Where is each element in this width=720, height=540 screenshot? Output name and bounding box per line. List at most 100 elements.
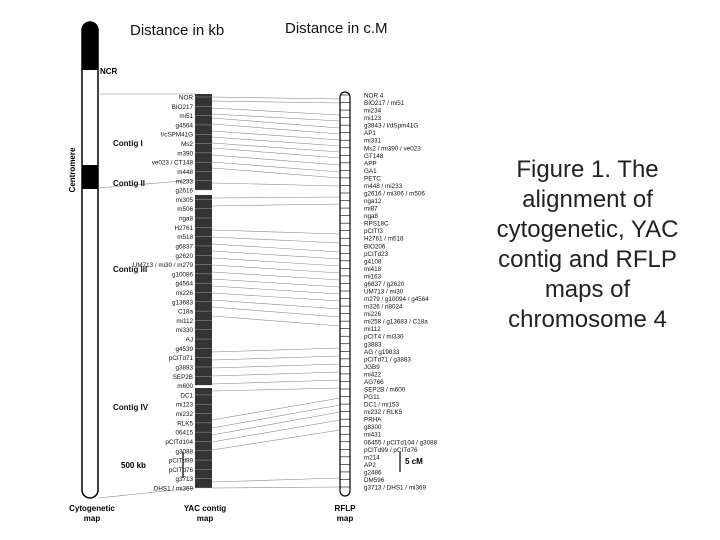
rflp-marker-label: Ms2 / mi390 / ve023 <box>364 145 421 152</box>
yac-marker-label: g10086 <box>172 271 194 278</box>
rflp-marker-label: BIO217 / mi51 <box>364 100 405 107</box>
alignment-line <box>211 257 341 267</box>
alignment-line <box>211 154 341 166</box>
yac-marker-label: mi305 <box>176 197 194 204</box>
alignment-line <box>211 264 341 274</box>
alignment-line <box>211 299 341 310</box>
centromere-label: Centromere <box>68 147 77 192</box>
rflp-marker-label: AP1 <box>364 130 376 137</box>
alignment-line <box>211 147 341 159</box>
yac-marker-label: m390 <box>177 150 193 157</box>
alignment-line <box>211 243 341 253</box>
rflp-marker-label: JGB9 <box>364 364 380 371</box>
rflp-marker-label: nga12 <box>364 198 382 205</box>
yac-marker-label: g4564 <box>175 281 193 288</box>
alignment-line <box>211 278 341 288</box>
rflp-marker-label: mi112 <box>364 326 381 333</box>
rflp-marker-label: mi418 <box>364 266 382 273</box>
alignment-line <box>211 379 341 385</box>
rflp-marker-label: NOR 4 <box>364 93 384 100</box>
alignment-line <box>211 411 341 436</box>
ncr-label: NCR <box>100 67 118 76</box>
rflp-marker-label: pCITd71 / g3883 <box>364 356 411 363</box>
alignment-line <box>211 347 341 353</box>
alignment-line <box>211 96 341 100</box>
rflp-marker-label: g3843 / l/dSpm41G <box>364 123 418 130</box>
rflp-marker-label: H2761 / m518 <box>364 236 404 243</box>
yac-marker-label: H2761 <box>174 225 193 232</box>
yac-marker-label: SEP2B <box>173 374 193 381</box>
yac-marker-label: pCITd76 <box>169 467 194 474</box>
rflp-marker-label: APP <box>364 160 377 167</box>
cyto-map-label-2: map <box>84 514 101 523</box>
rflp-marker-label: DM596 <box>364 477 385 484</box>
yac-marker-label: pCITd99 <box>169 458 194 465</box>
rflp-marker-label: GA1 <box>364 168 377 175</box>
contig-bar <box>195 94 212 182</box>
yac-marker-label: mi51 <box>179 113 193 120</box>
rflp-marker-label: AP2 <box>364 462 376 469</box>
alignment-line <box>211 182 341 187</box>
alignment-line <box>211 429 341 451</box>
yac-marker-label: nga8 <box>179 216 194 223</box>
rflp-marker-label: nga8 <box>364 213 379 220</box>
rflp-marker-label: pCITd99 / pCITd76 <box>364 447 418 454</box>
rflp-marker-label: PG11 <box>364 394 380 401</box>
alignment-line <box>211 130 341 141</box>
centromere-band <box>82 165 98 189</box>
rflp-marker-label: g6837 / g2620 <box>364 281 405 288</box>
yac-marker-label: NOR <box>179 95 193 102</box>
alignment-line <box>211 363 341 369</box>
yac-marker-label: g13683 <box>172 299 194 306</box>
yac-marker-label: UM713 / mi30 / m279 <box>133 262 194 269</box>
rflp-marker-label: mi232 / RLK5 <box>364 409 403 416</box>
yac-marker-label: mi232 <box>176 411 194 418</box>
alignment-lines <box>211 96 341 489</box>
yac-marker-label: g2620 <box>175 253 193 260</box>
rflp-marker-label: g8300 <box>364 424 382 431</box>
rflp-marker-label: PRHA <box>364 417 382 424</box>
alignment-line <box>211 292 341 302</box>
rflp-marker-label: mi226 <box>364 311 382 318</box>
rflp-marker-label: AG766 <box>364 379 384 386</box>
yac-map-label-1: YAC contig <box>184 504 226 513</box>
yac-marker-label: mi123 <box>176 402 194 409</box>
rflp-marker-label: g2486 <box>364 469 382 476</box>
contig-bar <box>195 388 212 488</box>
alignment-line <box>211 404 341 429</box>
alignment-line <box>211 123 341 135</box>
rflp-marker-label: pCIT4 / mi330 <box>364 334 404 341</box>
rflp-marker-label: GT148 <box>364 153 384 160</box>
rflp-marker-label: pCITf3 <box>364 228 383 235</box>
rflp-map-label-2: map <box>337 514 354 523</box>
cyto-map-label-1: Cytogenetic <box>69 504 115 513</box>
rflp-marker-label: DC1 / mi153 <box>364 402 399 409</box>
contig-bar <box>195 195 212 385</box>
rflp-marker-label: SEP2B / m600 <box>364 387 406 394</box>
yac-marker-label: mi226 <box>176 290 194 297</box>
alignment-line <box>211 355 341 361</box>
yac-marker-label: Ms2 <box>181 141 193 148</box>
yac-contig-map: NOR BIO217 mi51 g4564 l/cSPM41G Ms2 m390 ve023 … <box>113 94 226 523</box>
yac-marker-label: g4564 <box>175 122 193 129</box>
alignment-line <box>211 315 341 327</box>
yac-marker-label: DHS1 / mi369 <box>154 486 194 493</box>
yac-marker-label: ve023 / CT148 <box>152 160 194 167</box>
rflp-marker-label: m279 / g10094 / g4564 <box>364 296 429 303</box>
alignment-line <box>211 387 341 392</box>
alignment-line <box>211 371 341 377</box>
rflp-marker-label: m326 / ri8024 <box>364 304 403 311</box>
contig-bar <box>195 182 212 190</box>
ncr-band <box>82 22 98 70</box>
yac-marker-label: RLK5 <box>177 420 193 427</box>
rflp-marker-label: AG / g19833 <box>364 349 400 356</box>
rflp-marker-label: g2616 / mi306 / m506 <box>364 191 425 198</box>
yac-marker-label: mi233 <box>176 178 194 185</box>
rflp-marker-label: PETC <box>364 175 381 182</box>
rflp-marker-label: mi331 <box>364 138 382 145</box>
yac-marker-label: m518 <box>177 234 193 241</box>
yac-marker-label: m506 <box>177 206 193 213</box>
alignment-line <box>211 486 341 489</box>
rflp-marker-label: m448 / mi233 <box>364 183 403 190</box>
alignment-line <box>211 142 341 153</box>
